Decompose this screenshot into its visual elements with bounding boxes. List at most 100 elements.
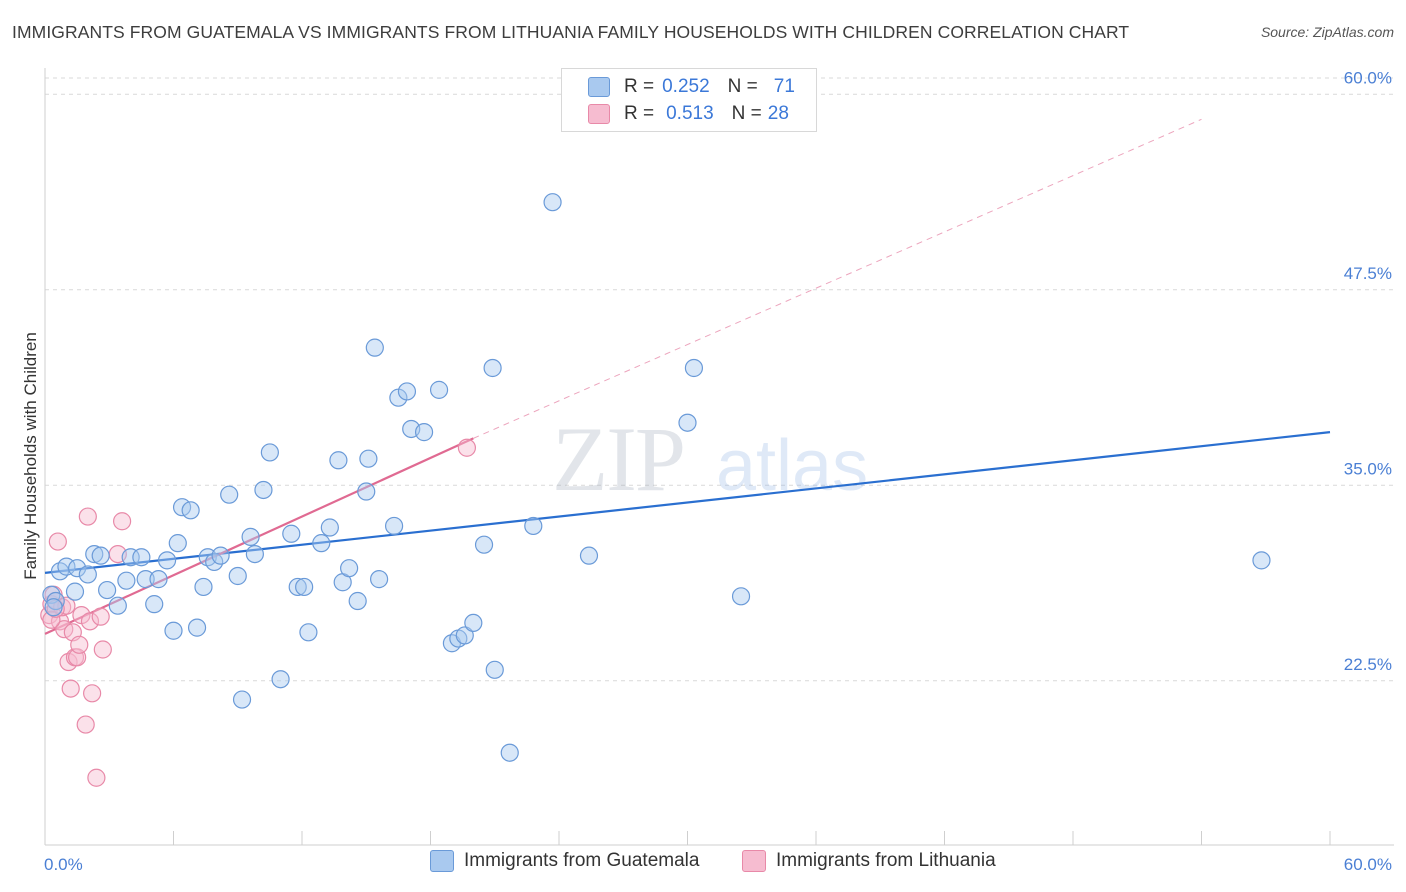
legend-n-label: N = [727, 76, 758, 97]
guatemala-point [181, 501, 200, 520]
guatemala-point [320, 518, 339, 537]
legend-n-value: 28 [767, 103, 789, 124]
guatemala-point [359, 449, 378, 468]
guatemala-point [187, 618, 207, 637]
guatemala-point [194, 577, 213, 597]
legend-box: R = 0.252 N = 71 R = 0.513 N = 28 [561, 68, 817, 132]
legend-swatch-guatemala [588, 77, 610, 97]
lithuania-point [70, 635, 89, 654]
y-tick-label: 60.0% [1344, 68, 1392, 87]
bottom-legend-lithuania[interactable]: Immigrants from Lithuania [742, 850, 996, 872]
guatemala-point [365, 338, 384, 357]
lithuania-point [80, 612, 100, 631]
legend-r-value: 0.513 [666, 103, 714, 124]
source-credit: Source: ZipAtlas.com [1260, 24, 1394, 40]
guatemala-point [312, 534, 331, 553]
guatemala-point [678, 413, 697, 432]
guatemala-point [91, 546, 110, 565]
guatemala-point [500, 743, 519, 762]
guatemala-point [684, 358, 704, 378]
guatemala-point [44, 598, 63, 617]
x-tick-label: 0.0% [44, 855, 83, 874]
bottom-legend-swatch-guatemala [430, 850, 454, 872]
lithuania-point [61, 679, 80, 698]
guatemala-point [731, 587, 751, 606]
guatemala-point [370, 570, 389, 589]
lithuania-point [457, 438, 477, 457]
guatemala-point [220, 485, 239, 504]
guatemala-point [228, 566, 247, 586]
grid-lines [45, 77, 1394, 682]
legend-r-label: R = [624, 103, 655, 124]
guatemala-point [474, 535, 494, 554]
guatemala-point [68, 559, 87, 578]
guatemala-points [42, 193, 1271, 762]
guatemala-point [384, 516, 404, 536]
guatemala-point [65, 582, 85, 601]
bottom-legend-swatch-lithuania [742, 850, 766, 872]
lithuania-point [83, 684, 102, 703]
guatemala-point [254, 480, 273, 500]
watermark-atlas: atlas [716, 426, 868, 506]
guatemala-point [340, 559, 359, 578]
lithuania-point [78, 507, 97, 526]
guatemala-point [485, 660, 504, 679]
guatemala-point [136, 570, 155, 589]
guatemala-point [121, 548, 140, 567]
watermark-zip: ZIP [552, 408, 684, 510]
guatemala-point [149, 570, 168, 589]
guatemala-point [288, 577, 307, 597]
guatemala-point [98, 580, 117, 600]
x-tick-label: 60.0% [1344, 855, 1392, 874]
legend-n-value: 71 [773, 76, 795, 97]
chart-title: IMMIGRANTS FROM GUATEMALA VS IMMIGRANTS … [12, 22, 1130, 42]
guatemala-point [579, 546, 599, 565]
guatemala-point [295, 577, 314, 597]
lithuania-point [91, 607, 110, 626]
guatemala-point [245, 544, 264, 564]
guatemala-point [397, 382, 417, 401]
guatemala-point [85, 544, 104, 564]
guatemala-point [543, 193, 562, 212]
lithuania-point [93, 640, 112, 659]
guatemala-point [524, 516, 543, 536]
y-axis-label: Family Households with Children [21, 332, 40, 580]
guatemala-trend-line [44, 431, 1331, 574]
legend-row-lithuania: R = 0.513 N = 28 [588, 101, 789, 127]
guatemala-point [1252, 551, 1271, 570]
guatemala-point [483, 358, 502, 378]
bottom-legend-label-lithuania: Immigrants from Lithuania [776, 850, 996, 871]
lithuania-point [48, 532, 67, 551]
guatemala-point [348, 591, 367, 611]
guatemala-point [232, 690, 252, 709]
bottom-legend-guatemala[interactable]: Immigrants from Guatemala [430, 850, 699, 872]
trend-lines [44, 118, 1331, 635]
guatemala-point [329, 451, 348, 470]
tick-labels: 22.5% 35.0% 47.5% 60.0% 0.0% 60.0% [44, 68, 1392, 874]
lithuania-point [76, 715, 95, 734]
guatemala-point [132, 548, 151, 567]
guatemala-point [117, 571, 136, 590]
guatemala-point [299, 623, 318, 642]
watermark: ZIP atlas [552, 408, 868, 510]
y-tick-label: 47.5% [1344, 264, 1392, 283]
y-tick-label: 35.0% [1344, 459, 1392, 478]
bottom-legend-label-guatemala: Immigrants from Guatemala [464, 850, 700, 871]
guatemala-point [464, 613, 483, 633]
legend-row-guatemala: R = 0.252 N = 71 [588, 74, 795, 100]
legend-n-label: N = [731, 103, 762, 124]
lithuania-trend-extension [473, 118, 1202, 439]
guatemala-point [164, 621, 183, 640]
axes [44, 68, 1394, 846]
lithuania-point [87, 768, 106, 787]
guatemala-point [429, 380, 449, 399]
guatemala-point [168, 534, 187, 553]
guatemala-point [145, 595, 164, 614]
lithuania-point [112, 512, 132, 531]
legend-r-value: 0.252 [662, 76, 710, 97]
guatemala-point [157, 551, 177, 570]
guatemala-point [282, 524, 301, 543]
y-tick-label: 22.5% [1344, 655, 1392, 674]
legend-swatch-lithuania [588, 104, 610, 124]
